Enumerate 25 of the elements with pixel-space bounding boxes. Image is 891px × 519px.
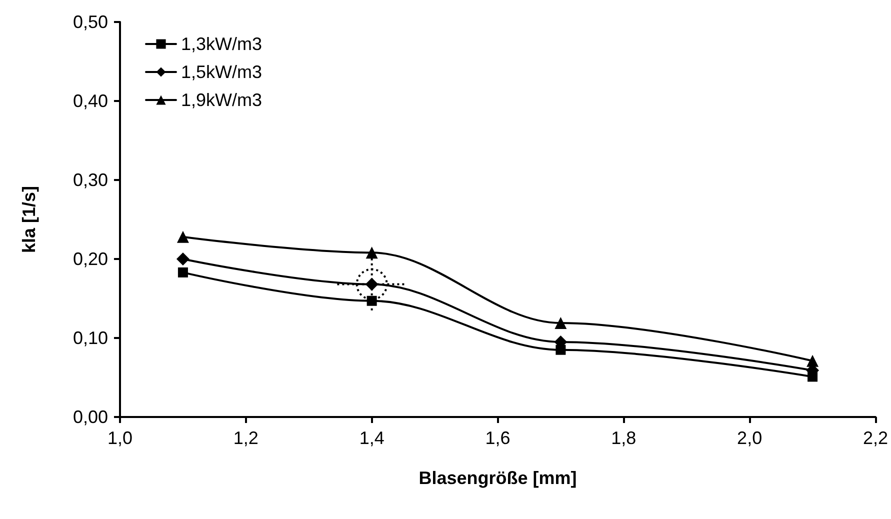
- y-tick-label: 0,10: [72, 328, 108, 348]
- x-tick-label: 2,2: [862, 428, 888, 448]
- point: [176, 252, 190, 266]
- x-tick-label: 2,0: [737, 428, 762, 448]
- y-tick-label: 0,50: [72, 12, 108, 32]
- point: [366, 296, 377, 306]
- point: [806, 354, 819, 367]
- y-tick-label: 0,30: [72, 170, 108, 190]
- y-tick-label: 0,20: [72, 249, 108, 269]
- point: [178, 267, 188, 278]
- x-tick-label: 1,0: [107, 428, 133, 448]
- point: [366, 246, 378, 259]
- legend-label: 1,5kW/m3: [181, 62, 262, 82]
- x-tick-label: 1,8: [611, 428, 636, 448]
- x-tick-label: 1,6: [485, 428, 510, 448]
- x-axis-title: Blasengröße [mm]: [418, 468, 577, 488]
- legend-label: 1,9kW/m3: [181, 90, 262, 110]
- point: [554, 316, 567, 329]
- point: [176, 230, 189, 243]
- x-tick-label: 1,4: [359, 428, 384, 448]
- y-axis-title: kla [1/s]: [19, 186, 39, 254]
- y-tick-label: 0,40: [72, 91, 108, 111]
- y-tick-label: 0,00: [72, 407, 108, 427]
- legend-label: 1,3kW/m3: [181, 34, 262, 54]
- x-tick-label: 1,2: [233, 428, 258, 448]
